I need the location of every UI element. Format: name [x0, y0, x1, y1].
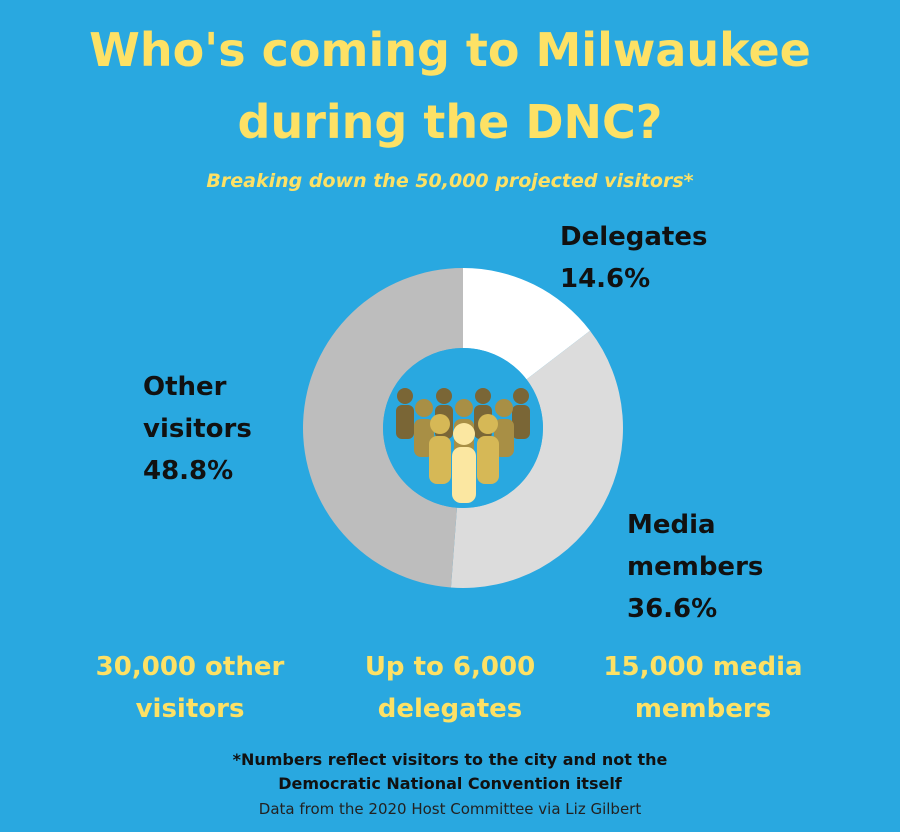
count-annotation: 15,000 media members — [603, 652, 803, 724]
slice-label: Other visitors 48.8% — [143, 366, 303, 492]
people-icon — [396, 388, 530, 503]
title: Who's coming to Milwaukee during the DNC… — [89, 23, 811, 149]
footnote: Democratic National Convention itself — [278, 774, 622, 793]
slice-value: 14.6% — [560, 264, 651, 294]
count-annotation: 30,000 other visitors — [95, 652, 285, 724]
slice-value: 48.8% — [143, 456, 234, 486]
footnote: *Numbers reflect visitors to the city an… — [232, 750, 668, 769]
slice-name: Delegates — [560, 222, 708, 252]
slice-name: Media members — [627, 510, 764, 582]
slice — [450, 330, 623, 588]
slice-label: Media members 36.6% — [627, 504, 827, 630]
slice — [302, 268, 463, 588]
source: Data from the 2020 Host Committee via Li… — [258, 800, 642, 818]
donut — [302, 268, 623, 588]
slice-value: 36.6% — [627, 594, 718, 624]
slice-name: Other visitors — [143, 372, 252, 444]
subtitle: Breaking down the 50,000 projected visit… — [206, 170, 694, 192]
slice — [463, 268, 591, 380]
slice-label: Delegates 14.6% — [560, 216, 760, 300]
count-annotation: Up to 6,000 delegates — [364, 652, 536, 724]
